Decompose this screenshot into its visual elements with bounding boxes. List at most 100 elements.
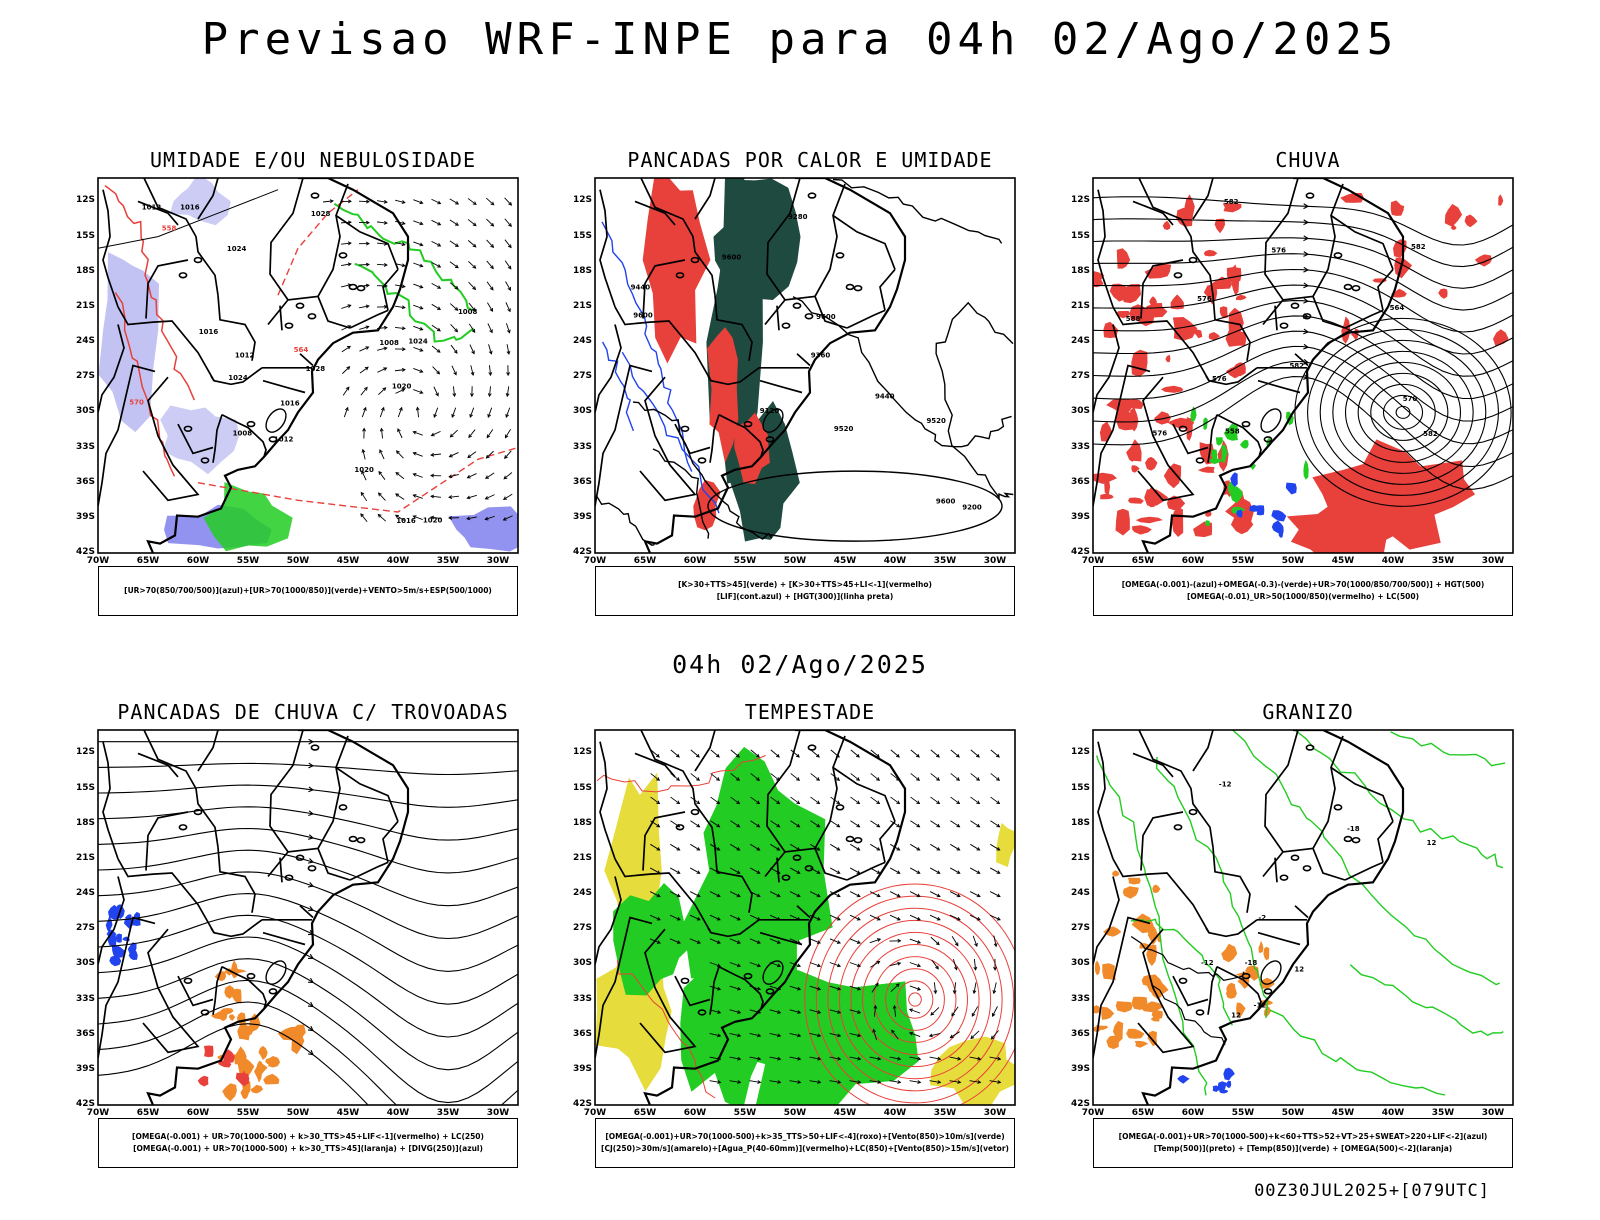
contour-label: 582 — [1411, 243, 1426, 251]
lon-tick-label: 50W — [283, 1108, 313, 1118]
legend-line: [OMEGA(-0.001)+UR>70(1000-500)+k<60+TTS>… — [1119, 1131, 1488, 1143]
lon-tick-label: 55W — [1228, 556, 1258, 566]
lon-tick-label: 55W — [233, 1108, 263, 1118]
contour-label: 582 — [1423, 430, 1438, 438]
lon-tick-label: 35W — [930, 1108, 960, 1118]
lat-tick-label: 36S — [1062, 1029, 1090, 1039]
lat-tick-label: 18S — [67, 266, 95, 276]
forecast-map: 9600960096009520944093609280920095209120… — [595, 178, 1015, 553]
lon-tick-label: 50W — [1278, 1108, 1308, 1118]
contour-label: 558 — [162, 224, 177, 232]
contour-label: 576 — [1152, 429, 1167, 437]
legend-line: [OMEGA(-0.001)-(azul)+OMEGA(-0.3)-(verde… — [1122, 579, 1485, 591]
lat-tick-label: 24S — [1062, 888, 1090, 898]
lat-tick-label: 15S — [564, 783, 592, 793]
legend-line: [UR>70(850/700/500)](azul)+[UR>70(1000/8… — [124, 585, 492, 597]
contour-label: -12 — [1219, 781, 1232, 789]
lat-tick-label: 18S — [564, 266, 592, 276]
lat-tick-label: 15S — [67, 783, 95, 793]
lon-tick-label: 45W — [333, 556, 363, 566]
contour-label: -18 — [1347, 825, 1360, 833]
lon-tick-label: 40W — [1378, 556, 1408, 566]
lon-tick-label: 40W — [1378, 1108, 1408, 1118]
legend-line: [Temp(500)](preto) + [Temp(850)](verde) … — [1154, 1143, 1452, 1155]
contour-label: 1024 — [408, 337, 428, 345]
lon-tick-label: 35W — [1428, 1108, 1458, 1118]
lon-tick-label: 40W — [880, 1108, 910, 1118]
lon-tick-label: 70W — [83, 556, 113, 566]
lon-tick-label: 55W — [730, 556, 760, 566]
lat-tick-label: 30S — [67, 406, 95, 416]
contour-label: 1008 — [379, 339, 399, 347]
lat-tick-label: 24S — [67, 888, 95, 898]
lon-tick-label: 55W — [730, 1108, 760, 1118]
contour-label: 1016 — [280, 400, 300, 408]
contour-label: 588 — [1126, 315, 1141, 323]
lon-tick-label: 50W — [1278, 556, 1308, 566]
lat-tick-label: 30S — [1062, 406, 1090, 416]
panel-legend: [UR>70(850/700/500)](azul)+[UR>70(1000/8… — [98, 566, 518, 616]
lon-tick-label: 60W — [680, 1108, 710, 1118]
lon-tick-label: 30W — [980, 556, 1010, 566]
lon-tick-label: 45W — [830, 1108, 860, 1118]
lon-tick-label: 50W — [780, 556, 810, 566]
panel-title: CHUVA — [1073, 148, 1543, 172]
contour-label: -12 — [1201, 959, 1214, 967]
lat-tick-label: 18S — [67, 818, 95, 828]
lon-tick-label: 30W — [1478, 556, 1508, 566]
contour-label: 9280 — [788, 213, 808, 221]
lat-tick-label: 24S — [67, 336, 95, 346]
lon-tick-label: 30W — [483, 1108, 513, 1118]
legend-line: [CJ(250)>30m/s](amarelo)+[Agua_P(40-60mm… — [601, 1143, 1009, 1155]
shaded-fields — [106, 904, 306, 1101]
contour-label: 1024 — [227, 245, 247, 253]
lat-tick-label: 27S — [1062, 371, 1090, 381]
lon-tick-label: 55W — [1228, 1108, 1258, 1118]
lat-tick-label: 33S — [1062, 994, 1090, 1004]
lat-tick-label: 33S — [1062, 442, 1090, 452]
contour-label: 12 — [1427, 839, 1437, 847]
legend-line: [OMEGA(-0.001)+UR>70(1000-500)+k>35_TTS>… — [605, 1131, 1004, 1143]
contour-label: 12 — [1294, 966, 1304, 974]
forecast-map: 1016101610161020102010241012102410081008… — [98, 178, 518, 553]
map-border — [98, 730, 518, 1105]
lat-tick-label: 21S — [67, 301, 95, 311]
lat-tick-label: 21S — [564, 853, 592, 863]
contour-label: 9600 — [816, 313, 836, 321]
panel-legend: [K>30+TTS>45](verde) + [K>30+TTS>45+LI<-… — [595, 566, 1015, 616]
lon-tick-label: 35W — [1428, 556, 1458, 566]
contour-label: 1028 — [311, 210, 331, 218]
contour-label: 570 — [129, 399, 144, 407]
lon-tick-label: 60W — [680, 556, 710, 566]
contour-label: 558 — [1225, 428, 1240, 436]
lat-tick-label: 39S — [564, 512, 592, 522]
lon-tick-label: 65W — [630, 1108, 660, 1118]
lat-tick-label: 39S — [67, 1064, 95, 1074]
lon-tick-label: 60W — [1178, 1108, 1208, 1118]
panel-legend: [OMEGA(-0.001) + UR>70(1000-500) + k>30_… — [98, 1118, 518, 1168]
lat-tick-label: 24S — [564, 888, 592, 898]
lat-tick-label: 18S — [1062, 818, 1090, 828]
lat-tick-label: 12S — [564, 195, 592, 205]
lon-tick-label: 70W — [580, 1108, 610, 1118]
contour-label: 9440 — [631, 283, 651, 291]
contour-label: 9520 — [926, 417, 946, 425]
panel-legend: [OMEGA(-0.001)-(azul)+OMEGA(-0.3)-(verde… — [1093, 566, 1513, 616]
lat-tick-label: 36S — [564, 477, 592, 487]
contour-label: 576 — [1271, 246, 1286, 254]
lon-tick-label: 60W — [1178, 556, 1208, 566]
lat-tick-label: 12S — [67, 195, 95, 205]
lat-tick-label: 30S — [564, 406, 592, 416]
contour-label: 1020 — [392, 383, 412, 391]
lon-tick-label: 50W — [283, 556, 313, 566]
lat-tick-label: 21S — [1062, 853, 1090, 863]
lon-tick-label: 30W — [483, 556, 513, 566]
